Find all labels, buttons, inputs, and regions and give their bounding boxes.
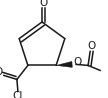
Text: Cl: Cl <box>13 91 23 98</box>
Text: O: O <box>87 41 96 51</box>
Text: O: O <box>0 67 3 77</box>
Text: O: O <box>39 0 48 8</box>
Polygon shape <box>56 61 72 67</box>
Text: O: O <box>73 57 81 67</box>
